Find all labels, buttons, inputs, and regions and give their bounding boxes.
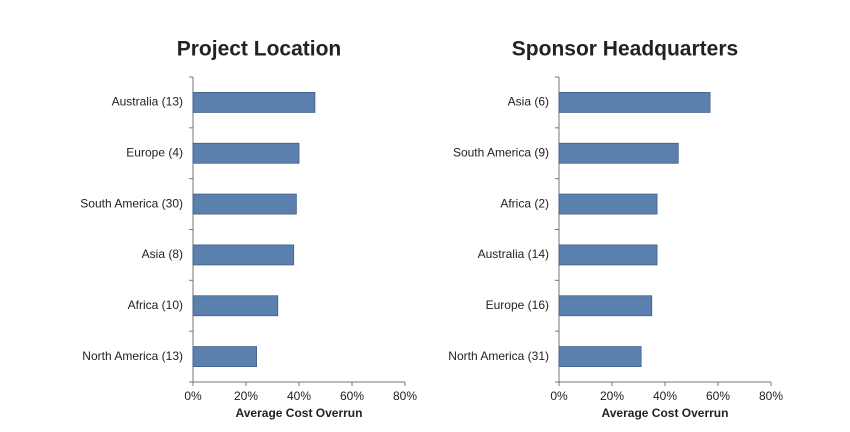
x-tick-label: 40%: [653, 389, 677, 403]
x-tick-label: 80%: [393, 389, 417, 403]
bar: [558, 92, 711, 113]
y-tick-label: Australia (14): [478, 247, 549, 261]
bar: [558, 346, 642, 367]
bar: [192, 142, 300, 164]
x-tick-label: 60%: [706, 389, 730, 403]
x-tick-label: 20%: [600, 389, 624, 403]
bar: [558, 244, 658, 266]
bar: [192, 295, 279, 317]
y-tick-label: South America (30): [80, 196, 183, 210]
chart-title: Sponsor Headquarters: [512, 38, 738, 61]
x-axis-label: Average Cost Overrun: [236, 406, 363, 420]
x-tick-label: 80%: [759, 389, 783, 403]
x-tick-label: 0%: [184, 389, 202, 403]
y-tick-label: Asia (6): [508, 95, 549, 109]
bar: [558, 295, 653, 317]
bar: [558, 142, 679, 164]
y-tick-label: Africa (2): [500, 196, 549, 210]
y-tick-label: Australia (13): [112, 95, 183, 109]
x-tick-label: 0%: [550, 389, 568, 403]
bar: [192, 346, 257, 367]
chart-title: Project Location: [177, 38, 342, 61]
bar: [192, 92, 316, 113]
x-tick-label: 40%: [287, 389, 311, 403]
bar: [192, 244, 295, 266]
x-tick-label: 60%: [340, 389, 364, 403]
y-tick-label: Europe (16): [486, 298, 549, 312]
y-tick-label: Europe (4): [126, 145, 183, 159]
x-axis-label: Average Cost Overrun: [602, 406, 729, 420]
y-tick-label: North America (13): [82, 349, 183, 363]
x-tick-label: 20%: [234, 389, 258, 403]
bar: [192, 193, 297, 215]
y-tick-label: Asia (8): [142, 247, 183, 261]
bar: [558, 193, 658, 215]
y-tick-label: North America (31): [448, 349, 549, 363]
y-tick-label: South America (9): [453, 145, 549, 159]
y-tick-label: Africa (10): [128, 298, 183, 312]
